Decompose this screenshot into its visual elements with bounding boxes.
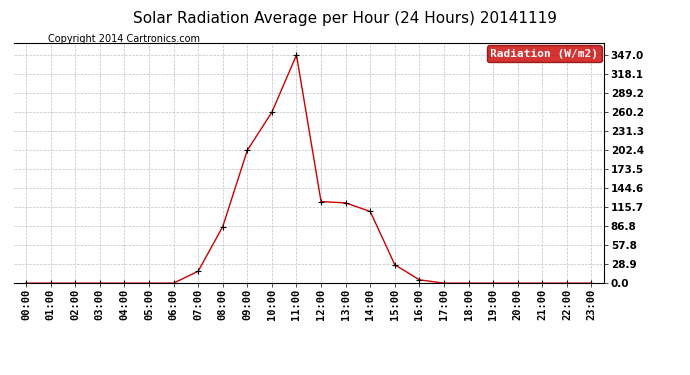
Text: Copyright 2014 Cartronics.com: Copyright 2014 Cartronics.com xyxy=(48,34,200,44)
Text: Solar Radiation Average per Hour (24 Hours) 20141119: Solar Radiation Average per Hour (24 Hou… xyxy=(133,11,557,26)
Legend: Radiation (W/m2): Radiation (W/m2) xyxy=(487,45,602,62)
